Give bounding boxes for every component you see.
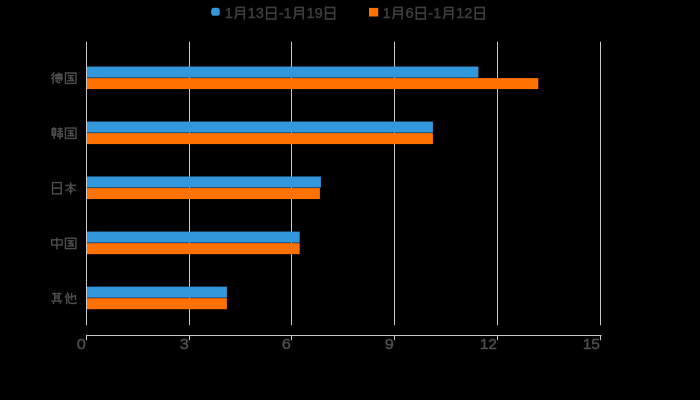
svg-text:13: 13 (248, 6, 264, 22)
svg-text:3: 3 (180, 337, 189, 353)
svg-text:-1: -1 (428, 6, 441, 22)
svg-text:9: 9 (385, 337, 394, 353)
svg-text:0: 0 (77, 337, 86, 353)
svg-text:1: 1 (225, 6, 233, 22)
svg-text:12: 12 (480, 337, 497, 353)
svg-text:12: 12 (456, 6, 472, 22)
svg-text:-1: -1 (279, 6, 292, 22)
svg-text:15: 15 (583, 337, 600, 353)
svg-text:19: 19 (307, 6, 323, 22)
svg-text:6: 6 (405, 6, 413, 22)
svg-text:6: 6 (282, 337, 291, 353)
svg-text:1: 1 (383, 6, 391, 22)
